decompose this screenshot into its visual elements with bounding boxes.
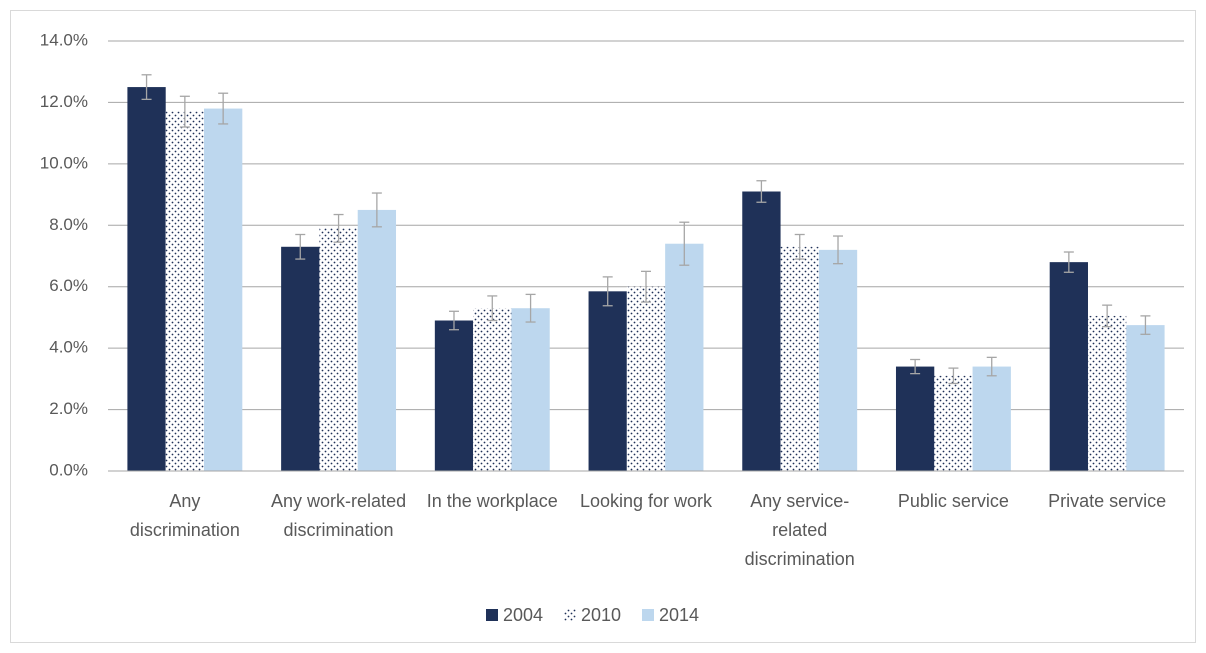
legend-swatch [564, 609, 576, 621]
error-bar [141, 74, 152, 101]
y-tick-label: 14.0% [40, 30, 88, 49]
y-tick-label: 2.0% [49, 399, 88, 418]
x-tick-label: In the workplace [426, 491, 558, 511]
error-bar [986, 356, 997, 377]
error-bar [833, 235, 844, 265]
error-bar [218, 92, 229, 125]
y-tick-label: 4.0% [49, 338, 88, 357]
error-bar [641, 270, 651, 303]
x-tick-label: Any service-related discrimination [744, 491, 855, 569]
bar [818, 249, 858, 471]
legend-swatch [642, 609, 654, 621]
error-bar [794, 233, 805, 260]
bar [281, 246, 320, 471]
y-tick-label: 6.0% [49, 276, 88, 295]
x-tick-label: Public service [897, 491, 1009, 511]
error-bar [1140, 315, 1151, 335]
legend-label: 2014 [659, 605, 699, 625]
error-bar [948, 367, 959, 385]
error-bar [756, 180, 767, 203]
x-tick-label: Private service [1048, 491, 1167, 511]
bar [742, 191, 781, 471]
bar [473, 308, 512, 471]
bar [972, 366, 1011, 471]
bar [665, 243, 704, 471]
bar [1087, 315, 1127, 471]
bar [511, 308, 550, 471]
bar [895, 366, 935, 471]
bar [1049, 262, 1088, 471]
error-bar [448, 310, 459, 331]
chart-border [10, 10, 1196, 643]
bar [319, 228, 358, 471]
error-bar [487, 295, 498, 322]
legend-label: 2004 [503, 605, 543, 625]
y-tick-label: 12.0% [40, 92, 88, 111]
bar [204, 108, 243, 472]
error-bar [679, 221, 690, 266]
x-tick-label: Looking for work [579, 491, 713, 511]
legend-swatch [486, 609, 498, 621]
bar [780, 246, 819, 471]
y-tick-label: 10.0% [40, 153, 88, 172]
bar [127, 87, 166, 472]
error-bar [910, 358, 921, 375]
bar [165, 111, 205, 472]
error-bar [1063, 251, 1074, 273]
bar [934, 375, 973, 471]
x-tick-label: Any discrimination [129, 491, 240, 540]
error-bar [179, 95, 190, 128]
bar [626, 286, 666, 471]
error-bar [371, 192, 382, 228]
bar [357, 209, 397, 471]
y-tick-label: 8.0% [49, 215, 88, 234]
y-tick-label: 0.0% [49, 460, 88, 479]
bar [1126, 325, 1165, 471]
legend-label: 2010 [581, 605, 621, 625]
x-tick-label: Any work-related discrimination [271, 491, 407, 540]
error-bar [295, 233, 306, 260]
bar [434, 320, 474, 471]
error-bar [602, 276, 613, 307]
error-bar [333, 213, 344, 243]
error-bar [525, 293, 536, 323]
error-bar [1102, 304, 1113, 328]
bar [588, 291, 627, 471]
